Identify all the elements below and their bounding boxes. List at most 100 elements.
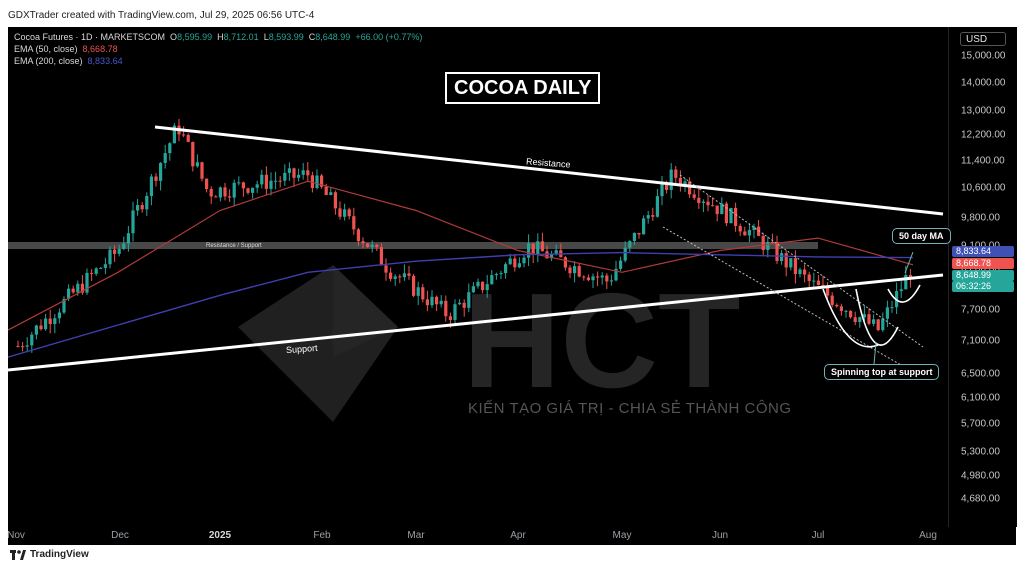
- candle-body: [816, 280, 820, 286]
- candle-body: [352, 216, 356, 230]
- candle-body: [80, 283, 84, 293]
- ohlc-open: 8,595.99: [177, 32, 213, 42]
- candle-body: [462, 302, 466, 308]
- candle-body: [255, 184, 259, 188]
- candle-body: [743, 231, 747, 236]
- time-axis[interactable]: Nov Dec 2025 Feb Mar Apr May Jun Jul Aug: [7, 527, 1016, 545]
- candle-body: [278, 180, 282, 182]
- candle-body: [600, 275, 604, 278]
- candle-body: [30, 334, 34, 346]
- ema200-line: [8, 251, 914, 358]
- candle-body: [826, 286, 830, 296]
- ema200-label: EMA (200, close): [14, 56, 83, 66]
- candle-body: [494, 274, 498, 276]
- y-tick-label: 10,600.00: [961, 182, 1006, 194]
- candle-body: [614, 268, 618, 281]
- ohlc-high-label: H: [217, 32, 224, 42]
- pattern-middle-curve: [855, 288, 899, 346]
- price-tag: 06:32:26: [952, 281, 1014, 292]
- candle-body: [651, 215, 655, 217]
- currency-selector[interactable]: USD: [960, 32, 1006, 46]
- candle-body: [747, 229, 751, 236]
- candle-body: [517, 263, 521, 268]
- candle-body: [536, 241, 540, 255]
- x-tick-label: Jun: [711, 530, 729, 541]
- candle-body: [609, 280, 613, 282]
- candle-body: [209, 189, 213, 197]
- candle-body: [476, 281, 480, 287]
- candle-body: [577, 266, 581, 277]
- candle-body: [425, 299, 429, 306]
- candle-body: [849, 310, 853, 318]
- candle-body: [375, 244, 379, 248]
- candle-body: [904, 274, 908, 290]
- candle-body: [908, 274, 912, 279]
- candle-body: [881, 318, 885, 331]
- candle-body: [292, 168, 296, 178]
- candle-body: [632, 232, 636, 242]
- candle-body: [844, 310, 848, 312]
- ohlc-change: +66.00 (+0.77%): [355, 32, 423, 42]
- candle-body: [738, 225, 742, 232]
- candle-body: [586, 277, 590, 281]
- candle-body: [467, 292, 471, 308]
- candle-body: [168, 143, 172, 154]
- candle-body: [53, 318, 57, 324]
- candle-body: [780, 253, 784, 262]
- pattern-right-curve: [887, 284, 921, 303]
- candle-body: [108, 249, 112, 265]
- candle-body: [839, 306, 843, 311]
- candle-body: [149, 176, 153, 197]
- candle-body: [218, 187, 222, 198]
- x-tick-label: Aug: [919, 530, 937, 541]
- y-tick-label: 14,000.00: [961, 77, 1006, 88]
- candle-body: [711, 205, 715, 207]
- chart-legend: Cocoa Futures · 1D · MARKETSCOM O8,595.9…: [14, 31, 422, 67]
- watermark-logo: HCT: [463, 265, 740, 416]
- candle-body: [421, 287, 425, 300]
- candle-body: [315, 175, 319, 188]
- candle-body: [136, 205, 140, 211]
- candle-body: [241, 182, 245, 189]
- channel-upper: [679, 174, 924, 348]
- x-tick-label: May: [612, 530, 632, 541]
- candle-body: [642, 218, 646, 235]
- y-tick-label: 6,100.00: [961, 392, 1000, 404]
- ohlc-open-label: O: [170, 32, 178, 42]
- x-tick-label: 2025: [208, 530, 232, 541]
- candle-body: [297, 174, 301, 178]
- ema50-callout: 50 day MA: [892, 228, 951, 244]
- candle-body: [21, 346, 25, 348]
- candle-body: [770, 242, 774, 244]
- price-tag: 8,668.78: [952, 258, 1014, 269]
- candle-body: [439, 300, 443, 305]
- candle-body: [251, 187, 255, 193]
- candle-body: [793, 258, 797, 275]
- candle-body: [706, 201, 710, 206]
- candle-body: [872, 319, 876, 324]
- candle-body: [126, 233, 130, 244]
- candle-body: [283, 172, 287, 181]
- candle-body: [522, 257, 526, 264]
- candle-body: [172, 125, 176, 144]
- candle-body: [25, 345, 29, 347]
- y-tick-label: 6,500.00: [961, 368, 1000, 380]
- y-tick-label: 15,000.00: [961, 50, 1006, 62]
- candle-body: [499, 273, 503, 275]
- y-tick-label: 5,700.00: [961, 418, 1000, 430]
- candle-body: [274, 180, 278, 182]
- candle-body: [131, 210, 135, 234]
- candle-body: [140, 205, 144, 210]
- candle-body: [862, 314, 866, 318]
- chart-canvas[interactable]: HCT: [8, 27, 948, 527]
- candle-body: [540, 241, 544, 252]
- ohlc-low-label: L: [263, 32, 269, 42]
- candle-body: [481, 281, 485, 291]
- candle-body: [448, 316, 452, 320]
- channel-lower: [662, 226, 914, 373]
- ohlc-close: 8,648.99: [315, 32, 351, 42]
- candle-body: [103, 264, 107, 268]
- price-tag: 8,833.64: [952, 246, 1014, 257]
- candle-body: [44, 318, 48, 330]
- candle-body: [701, 201, 705, 203]
